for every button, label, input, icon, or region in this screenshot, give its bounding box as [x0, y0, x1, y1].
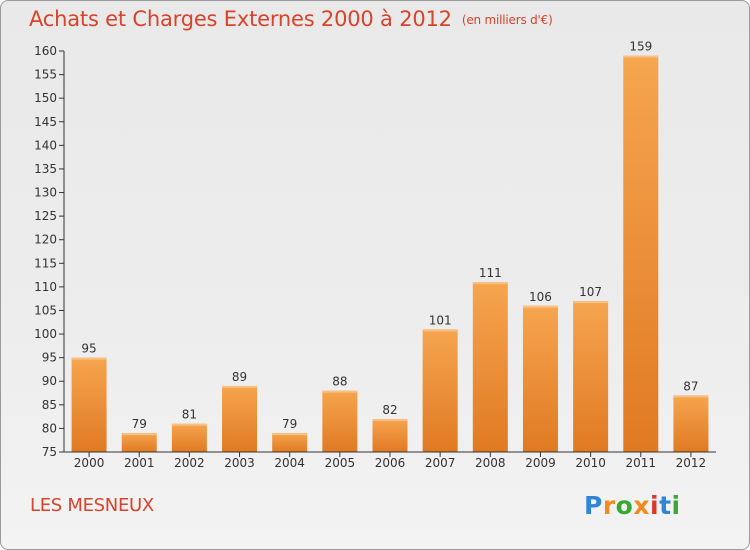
- y-tick-label: 105: [34, 303, 57, 317]
- bar-value-label: 82: [382, 403, 397, 417]
- y-tick-label: 115: [34, 256, 57, 270]
- bar-top-edge: [522, 305, 558, 308]
- commune-name: LES MESNEUX: [30, 495, 154, 516]
- bar-value-label: 88: [332, 375, 347, 389]
- y-tick-label: 130: [34, 186, 57, 200]
- bar-top-edge: [322, 390, 358, 393]
- chart-unit: (en milliers d'€): [461, 13, 553, 27]
- y-tick-label: 85: [42, 398, 57, 412]
- x-tick-label: 2001: [124, 456, 155, 470]
- y-tick-label: 100: [34, 327, 57, 341]
- bar-value-label: 79: [282, 417, 297, 431]
- bar-value-label: 101: [429, 313, 452, 327]
- x-tick-label: 2007: [425, 456, 456, 470]
- y-tick-label: 95: [42, 351, 57, 365]
- x-tick-label: 2002: [174, 456, 205, 470]
- bar-top-edge: [71, 357, 107, 360]
- y-tick-label: 145: [34, 115, 57, 129]
- bar-2002: [171, 423, 207, 452]
- bar-2012: [673, 395, 709, 452]
- logo-letter: i: [671, 491, 681, 520]
- logo-letter: r: [602, 491, 616, 520]
- bars-group: 95 79 81 89 79 88 82 101 111 106 107 159 87: [71, 40, 709, 452]
- bar-top-edge: [673, 395, 709, 398]
- bar-value-label: 81: [182, 408, 197, 422]
- bar-value-label: 89: [232, 370, 247, 384]
- x-tick-label: 2010: [575, 456, 606, 470]
- x-tick-label: 2006: [375, 456, 406, 470]
- bar-2011: [623, 55, 659, 452]
- x-tick-label: 2005: [325, 456, 356, 470]
- bar-top-edge: [472, 282, 508, 285]
- y-tick-label: 160: [34, 44, 57, 58]
- bar-2003: [222, 385, 258, 452]
- x-tick-label: 2004: [274, 456, 305, 470]
- bar-value-label: 159: [629, 40, 652, 54]
- bar-value-label: 107: [579, 285, 602, 299]
- x-tick-label: 2003: [224, 456, 255, 470]
- y-tick-label: 110: [34, 280, 57, 294]
- logo-letter: o: [615, 491, 634, 520]
- logo-letter: P: [584, 491, 603, 520]
- proxiti-logo: Proxiti: [584, 491, 681, 520]
- bar-2007: [422, 329, 458, 452]
- bar-top-edge: [623, 55, 659, 58]
- logo-letter: i: [650, 491, 660, 520]
- logo-letter: t: [659, 491, 672, 520]
- y-tick-label: 125: [34, 209, 57, 223]
- y-tick-label: 90: [42, 374, 57, 388]
- bar-value-label: 111: [479, 266, 502, 280]
- bar-value-label: 95: [81, 342, 96, 356]
- bar-2009: [522, 305, 558, 452]
- bar-top-edge: [272, 433, 308, 436]
- bar-2004: [272, 433, 308, 452]
- y-tick-label: 135: [34, 162, 57, 176]
- bar-2006: [372, 418, 408, 452]
- chart-title: Achats et Charges Externes 2000 à 2012 (e…: [29, 7, 553, 31]
- x-tick-label: 2000: [74, 456, 105, 470]
- bar-top-edge: [121, 433, 157, 436]
- bar-top-edge: [372, 418, 408, 421]
- bar-2008: [472, 282, 508, 452]
- bar-2001: [121, 433, 157, 452]
- bar-2010: [573, 301, 609, 452]
- x-tick-label: 2009: [525, 456, 556, 470]
- bar-value-label: 87: [683, 379, 698, 393]
- bar-2005: [322, 390, 358, 452]
- bar-top-edge: [573, 301, 609, 304]
- bar-value-label: 79: [132, 417, 147, 431]
- bar-value-label: 106: [529, 290, 552, 304]
- axes-group: 75 80 85 90 95 100 105 110 115 120 125 130 135 140 145…: [34, 44, 716, 470]
- bar-top-edge: [171, 423, 207, 426]
- y-tick-label: 150: [34, 91, 57, 105]
- bar-top-edge: [422, 329, 458, 332]
- y-tick-label: 80: [42, 421, 57, 435]
- chart-title-text: Achats et Charges Externes 2000 à 2012: [29, 7, 452, 31]
- bar-top-edge: [222, 385, 258, 388]
- y-tick-label: 155: [34, 68, 57, 82]
- y-tick-label: 75: [42, 445, 57, 459]
- x-tick-label: 2011: [625, 456, 656, 470]
- y-tick-label: 120: [34, 233, 57, 247]
- logo-letter: x: [633, 491, 650, 520]
- x-tick-label: 2008: [475, 456, 506, 470]
- y-tick-label: 140: [34, 138, 57, 152]
- x-tick-label: 2012: [676, 456, 707, 470]
- bar-2000: [71, 357, 107, 452]
